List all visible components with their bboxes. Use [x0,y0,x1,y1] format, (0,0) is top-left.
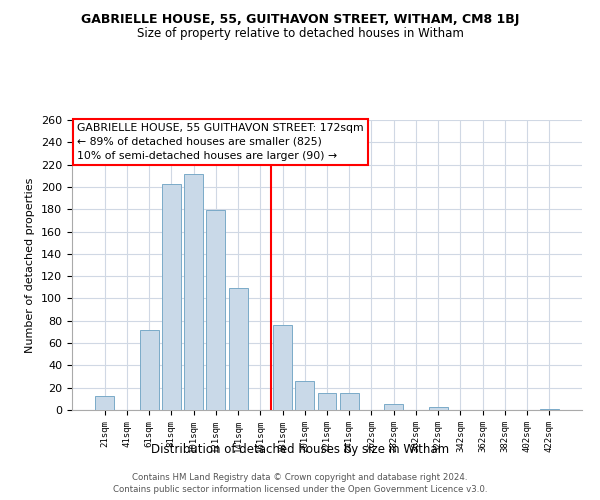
Text: GABRIELLE HOUSE, 55 GUITHAVON STREET: 172sqm
← 89% of detached houses are smalle: GABRIELLE HOUSE, 55 GUITHAVON STREET: 17… [77,123,364,161]
Bar [429,406,448,410]
Bar [95,396,114,410]
Bar [540,409,559,410]
Bar [162,184,181,410]
Bar [206,210,225,410]
Bar [140,330,158,410]
Bar [295,381,314,410]
Bar [229,288,248,410]
Y-axis label: Number of detached properties: Number of detached properties [25,178,35,352]
Text: Contains public sector information licensed under the Open Government Licence v3: Contains public sector information licen… [113,485,487,494]
Text: Contains HM Land Registry data © Crown copyright and database right 2024.: Contains HM Land Registry data © Crown c… [132,472,468,482]
Text: Size of property relative to detached houses in Witham: Size of property relative to detached ho… [137,28,463,40]
Bar [384,404,403,410]
Text: GABRIELLE HOUSE, 55, GUITHAVON STREET, WITHAM, CM8 1BJ: GABRIELLE HOUSE, 55, GUITHAVON STREET, W… [81,12,519,26]
Text: Distribution of detached houses by size in Witham: Distribution of detached houses by size … [151,442,449,456]
Bar [273,325,292,410]
Bar [317,394,337,410]
Bar [184,174,203,410]
Bar [340,394,359,410]
